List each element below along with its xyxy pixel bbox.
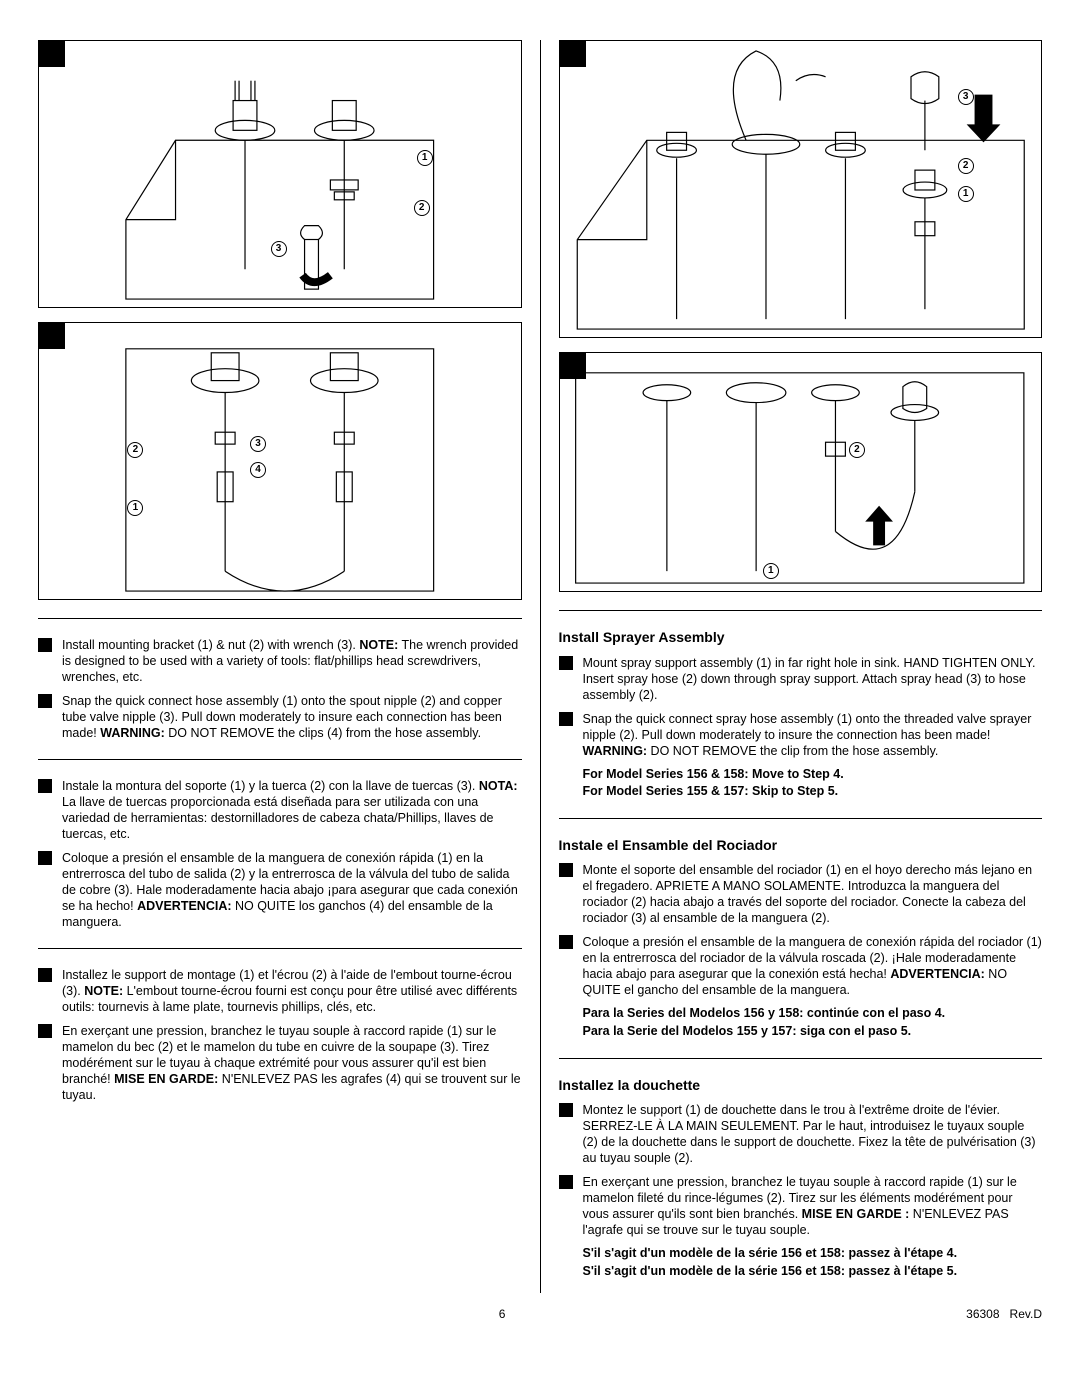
bullet-icon bbox=[38, 851, 52, 865]
instructions-en-right: Install Sprayer Assembly Mount spray sup… bbox=[559, 629, 1043, 800]
callout-4: 4 bbox=[250, 462, 266, 478]
diagram-right-1: 3 2 1 bbox=[559, 40, 1043, 338]
separator bbox=[38, 948, 522, 949]
bullet-icon bbox=[38, 779, 52, 793]
step-badge bbox=[39, 323, 65, 349]
callout-2: 2 bbox=[414, 200, 430, 216]
callout-1: 1 bbox=[127, 500, 143, 516]
diagram-left-1: 1 2 3 bbox=[38, 40, 522, 308]
doc-id: 36308 bbox=[966, 1307, 999, 1321]
separator bbox=[559, 818, 1043, 819]
separator bbox=[559, 610, 1043, 611]
note: Para la Serie del Modelos 155 y 157: sig… bbox=[583, 1024, 1043, 1040]
step-badge bbox=[560, 41, 586, 67]
section-title-fr: Installez la douchette bbox=[559, 1077, 1043, 1095]
bullet-icon bbox=[559, 1175, 573, 1189]
text: Mount spray support assembly (1) in far … bbox=[583, 655, 1043, 703]
two-column-layout: 1 2 3 bbox=[20, 40, 1060, 1293]
note: For Model Series 155 & 157: Skip to Step… bbox=[583, 784, 1043, 800]
page-footer: 6 36308 Rev.D bbox=[20, 1293, 1060, 1322]
diagram-art-4 bbox=[560, 353, 1042, 591]
diagram-art-1 bbox=[39, 41, 521, 307]
instructions-es-left: Instale la montura del soporte (1) y la … bbox=[38, 778, 522, 930]
instructions-en-left: Install mounting bracket (1) & nut (2) w… bbox=[38, 637, 522, 741]
text: En exerçant une pression, branchez le tu… bbox=[62, 1023, 522, 1103]
callout-2: 2 bbox=[958, 158, 974, 174]
section-title-es: Instale el Ensamble del Rociador bbox=[559, 837, 1043, 855]
note: S'il s'agit d'un modèle de la série 156 … bbox=[583, 1246, 1043, 1262]
text: Monte el soporte del ensamble del rociad… bbox=[583, 862, 1043, 926]
callout-1: 1 bbox=[958, 186, 974, 202]
text: Coloque a presión el ensamble de la mang… bbox=[62, 850, 522, 930]
text: En exerçant une pression, branchez le tu… bbox=[583, 1174, 1043, 1238]
left-column: 1 2 3 bbox=[20, 40, 541, 1293]
bullet-icon bbox=[38, 694, 52, 708]
text: Snap the quick connect spray hose assemb… bbox=[583, 711, 1043, 759]
note: S'il s'agit d'un modèle de la série 156 … bbox=[583, 1264, 1043, 1280]
diagram-right-2: 21 bbox=[559, 352, 1043, 592]
bullet-icon bbox=[559, 863, 573, 877]
bullet-icon bbox=[559, 656, 573, 670]
step-badge bbox=[560, 353, 586, 379]
note: Para la Series del Modelos 156 y 158: co… bbox=[583, 1006, 1043, 1022]
text: Installez le support de montage (1) et l… bbox=[62, 967, 522, 1015]
separator bbox=[559, 1058, 1043, 1059]
instruction-page: 1 2 3 bbox=[20, 40, 1060, 1322]
instructions-es-right: Instale el Ensamble del Rociador Monte e… bbox=[559, 837, 1043, 1040]
text: Instale la montura del soporte (1) y la … bbox=[62, 778, 522, 842]
doc-id-rev: 36308 Rev.D bbox=[966, 1307, 1042, 1322]
instructions-fr-left: Installez le support de montage (1) et l… bbox=[38, 967, 522, 1103]
callout-3: 3 bbox=[271, 241, 287, 257]
text: Montez le support (1) de douchette dans … bbox=[583, 1102, 1043, 1166]
text: Coloque a presión el ensamble de la mang… bbox=[583, 934, 1043, 998]
callout-1: 1 bbox=[417, 150, 433, 166]
bullet-icon bbox=[38, 968, 52, 982]
page-number: 6 bbox=[38, 1307, 966, 1322]
note: For Model Series 156 & 158: Move to Step… bbox=[583, 767, 1043, 783]
bullet-icon bbox=[559, 712, 573, 726]
text: Install mounting bracket (1) & nut (2) w… bbox=[62, 637, 522, 685]
bullet-icon bbox=[38, 1024, 52, 1038]
separator bbox=[38, 618, 522, 619]
instructions-fr-right: Installez la douchette Montez le support… bbox=[559, 1077, 1043, 1280]
section-title-en: Install Sprayer Assembly bbox=[559, 629, 1043, 647]
diagram-left-2: 2341 bbox=[38, 322, 522, 600]
bullet-icon bbox=[559, 935, 573, 949]
callout-2: 2 bbox=[849, 442, 865, 458]
doc-rev: Rev.D bbox=[1010, 1307, 1042, 1321]
bullet-icon bbox=[38, 638, 52, 652]
step-badge bbox=[39, 41, 65, 67]
separator bbox=[38, 759, 522, 760]
callout-1: 1 bbox=[763, 563, 779, 579]
callout-3: 3 bbox=[958, 89, 974, 105]
right-column: 321 bbox=[541, 40, 1061, 1293]
text: Snap the quick connect hose assembly (1)… bbox=[62, 693, 522, 741]
bullet-icon bbox=[559, 1103, 573, 1117]
diagram-art-2 bbox=[39, 323, 521, 599]
